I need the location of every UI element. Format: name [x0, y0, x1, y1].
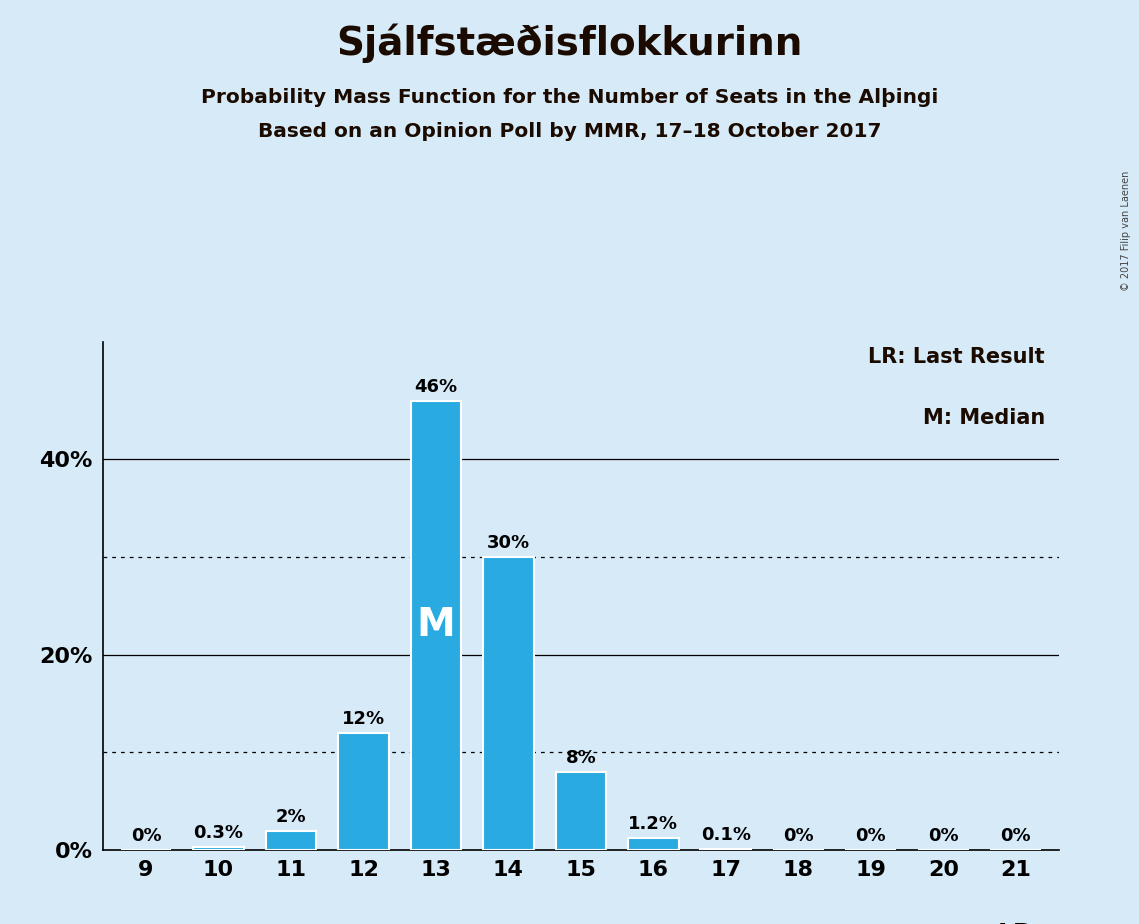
- Bar: [628, 838, 679, 850]
- Text: Based on an Opinion Poll by MMR, 17–18 October 2017: Based on an Opinion Poll by MMR, 17–18 O…: [257, 122, 882, 141]
- Text: Probability Mass Function for the Number of Seats in the Alþingi: Probability Mass Function for the Number…: [200, 88, 939, 107]
- Text: M: Median: M: Median: [923, 408, 1044, 428]
- Text: 1.2%: 1.2%: [629, 816, 679, 833]
- Bar: [700, 849, 752, 850]
- Text: 12%: 12%: [342, 710, 385, 728]
- Text: © 2017 Filip van Laenen: © 2017 Filip van Laenen: [1121, 171, 1131, 291]
- Text: 0%: 0%: [1000, 827, 1031, 845]
- Bar: [338, 733, 388, 850]
- Text: Sjálfstæðisflokkurinn: Sjálfstæðisflokkurinn: [336, 23, 803, 63]
- Text: LR: Last Result: LR: Last Result: [868, 346, 1044, 367]
- Text: 8%: 8%: [566, 749, 596, 767]
- Text: 30%: 30%: [486, 534, 530, 552]
- Text: 0%: 0%: [855, 827, 886, 845]
- Bar: [483, 557, 534, 850]
- Text: 0.3%: 0.3%: [194, 824, 244, 843]
- Text: 0%: 0%: [928, 827, 959, 845]
- Bar: [556, 772, 606, 850]
- Bar: [410, 400, 461, 850]
- Bar: [265, 831, 317, 850]
- Text: 0%: 0%: [782, 827, 813, 845]
- Text: 2%: 2%: [276, 808, 306, 826]
- Text: 46%: 46%: [415, 378, 458, 395]
- Text: 0%: 0%: [131, 827, 162, 845]
- Text: M: M: [417, 606, 456, 644]
- Text: LR: LR: [998, 922, 1033, 924]
- Bar: [194, 847, 244, 850]
- Text: 0.1%: 0.1%: [700, 826, 751, 845]
